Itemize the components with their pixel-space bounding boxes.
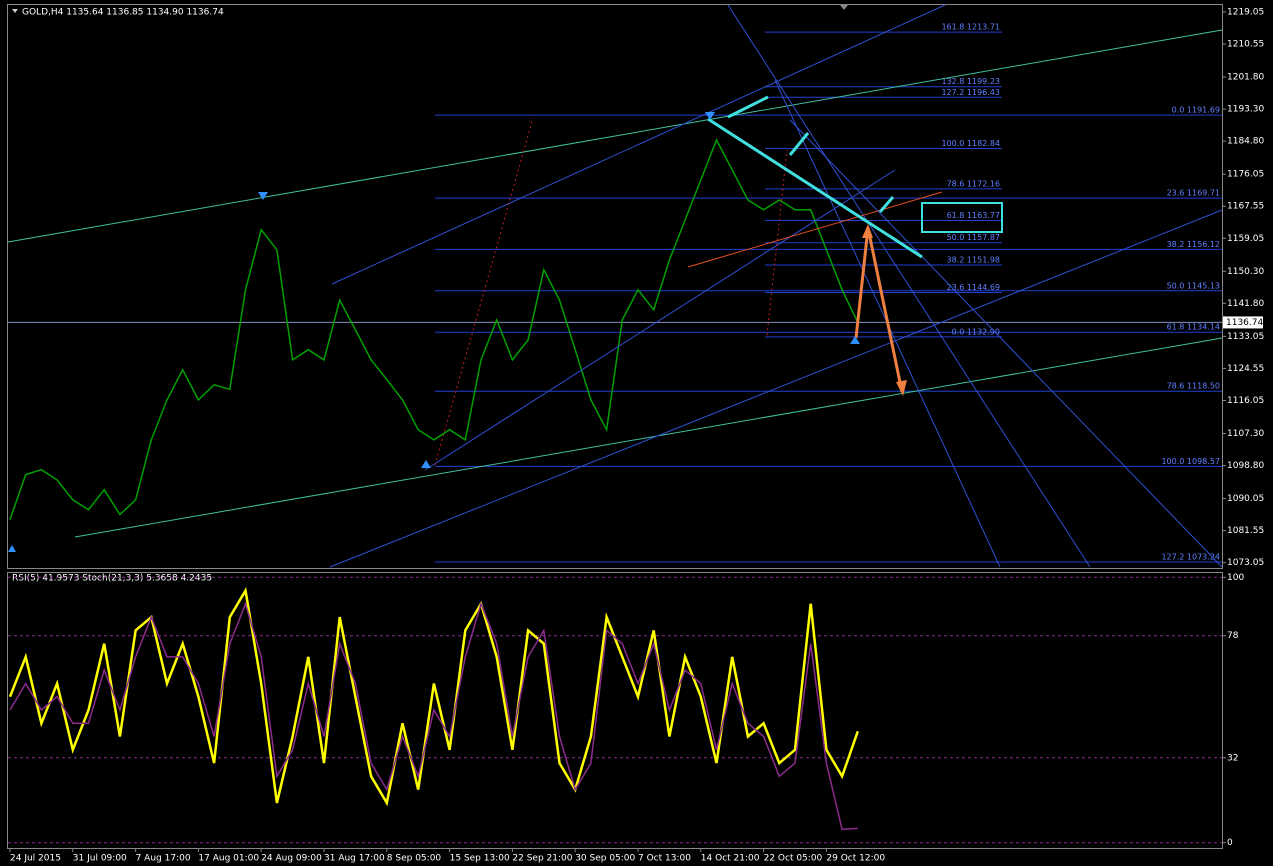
swing-arrow (8, 545, 16, 552)
x-tick-label: 17 Aug 01:00 (198, 854, 259, 864)
y-tick-label: 1219.05 (1227, 7, 1264, 17)
y-tick-label: 1176.05 (1227, 170, 1264, 180)
y-tick-label: 100 (1227, 573, 1244, 583)
x-tick-label: 22 Oct 05:00 (764, 854, 823, 864)
y-tick-label: 1124.55 (1227, 364, 1264, 374)
y-tick-label: 1201.80 (1227, 73, 1264, 83)
y-tick-label: 1167.55 (1227, 202, 1264, 212)
fib-label: 127.2 1073.24 (1161, 552, 1220, 561)
fib-base (434, 117, 534, 466)
shift-icon (840, 5, 848, 10)
trend-line (329, 209, 1223, 568)
y-tick-label: 1133.05 (1227, 332, 1264, 342)
trend-line (727, 4, 1091, 568)
cyan-arrow (727, 95, 769, 119)
cyan-trend (707, 117, 923, 259)
series-line (9, 601, 858, 831)
y-tick-label: 0 (1227, 838, 1233, 848)
fib-label: 127.2 1196.43 (941, 88, 1000, 97)
cyan-arrow (878, 196, 895, 213)
channel-line (74, 337, 1223, 538)
cyan-arrow (788, 132, 810, 156)
y-tick-label: 1107.30 (1227, 429, 1264, 439)
fib-label: 0.0 1191.69 (1172, 106, 1220, 115)
y-tick-label: 1116.05 (1227, 396, 1264, 406)
fib-label: 161.8 1213.71 (941, 23, 1000, 32)
fib-label: 132.8 1199.23 (941, 77, 1000, 86)
y-tick-label: 32 (1227, 753, 1238, 763)
x-tick-label: 31 Jul 09:00 (73, 854, 127, 864)
x-tick-label: 22 Sep 21:00 (512, 854, 572, 864)
x-tick-label: 29 Oct 12:00 (826, 854, 885, 864)
arrowhead (896, 380, 907, 396)
y-tick-label: 1184.80 (1227, 137, 1264, 147)
trend-line (789, 119, 1223, 568)
y-tick-label: 1081.55 (1227, 526, 1264, 536)
y-tick-label: 1159.05 (1227, 234, 1264, 244)
price-title: GOLD,H4 1135.64 1136.85 1134.90 1136.74 (22, 8, 224, 18)
menu-icon (12, 9, 18, 13)
swing-arrow (258, 192, 268, 200)
series-line (9, 138, 859, 520)
swing-arrow (850, 336, 860, 344)
osc-panel: 100 78 32 0 (8, 573, 1244, 848)
x-tick-label: 24 Jul 2015 (10, 854, 61, 864)
y-tick-label: 1090.05 (1227, 494, 1264, 504)
highlight-box (921, 202, 1003, 233)
osc-title: RSI(5) 41.9573 Stoch(21,3,3) 5.3658 4.24… (12, 574, 212, 584)
x-tick-label: 24 Aug 09:00 (261, 854, 322, 864)
last-price-label: 1136.74 (1226, 318, 1263, 328)
arrowhead (862, 224, 873, 238)
y-tick-label: 1150.30 (1227, 267, 1264, 277)
fib-label: 61.8 1134.14 (1167, 323, 1220, 332)
swing-arrow (421, 460, 431, 468)
x-tick-label: 15 Sep 13:00 (450, 854, 510, 864)
x-tick-label: 30 Sep 05:00 (575, 854, 635, 864)
y-tick-label: 78 (1227, 631, 1239, 641)
fib-label: 23.6 1144.69 (947, 283, 1000, 292)
fib-label: 50.0 1145.13 (1167, 281, 1220, 290)
trend-line (331, 4, 946, 285)
fib-label: 23.6 1169.71 (1167, 189, 1220, 198)
y-tick-label: 1210.55 (1227, 40, 1264, 50)
last-price-box (1223, 316, 1263, 329)
y-tick-label: 1098.80 (1227, 461, 1264, 471)
fib-label: 50.0 1157.87 (947, 233, 1000, 242)
fib-label: 0.0 1132.90 (952, 327, 1000, 336)
osc-frame (7, 572, 1223, 849)
fib-base (766, 149, 788, 336)
fib-label: 38.2 1151.98 (947, 255, 1000, 264)
y-tick-label: 1073.05 (1227, 558, 1264, 568)
trend-line (424, 169, 896, 471)
fib-label: 38.2 1156.12 (1167, 240, 1220, 249)
y-tick-label: 1193.30 (1227, 105, 1264, 115)
drawings (7, 4, 1223, 568)
x-tick-label: 7 Aug 17:00 (136, 854, 191, 864)
swing-arrow (705, 112, 715, 120)
x-tick-label: 7 Oct 13:00 (638, 854, 691, 864)
x-tick-label: 14 Oct 21:00 (701, 854, 760, 864)
x-tick-label: 31 Aug 17:00 (324, 854, 385, 864)
y-tick-label: 1141.80 (1227, 299, 1264, 309)
fib-label: 100.0 1182.84 (941, 139, 1000, 148)
fib-label: 61.8 1163.77 (947, 211, 1000, 220)
channel-line (7, 29, 1223, 243)
fib-label: 78.6 1118.50 (1167, 382, 1220, 391)
trend-line (687, 191, 943, 268)
fib-label: 78.6 1172.16 (947, 179, 1000, 188)
x-tick-label: 8 Sep 05:00 (387, 854, 442, 864)
fib-label: 100.0 1098.57 (1161, 457, 1220, 466)
price-frame (7, 4, 1223, 569)
